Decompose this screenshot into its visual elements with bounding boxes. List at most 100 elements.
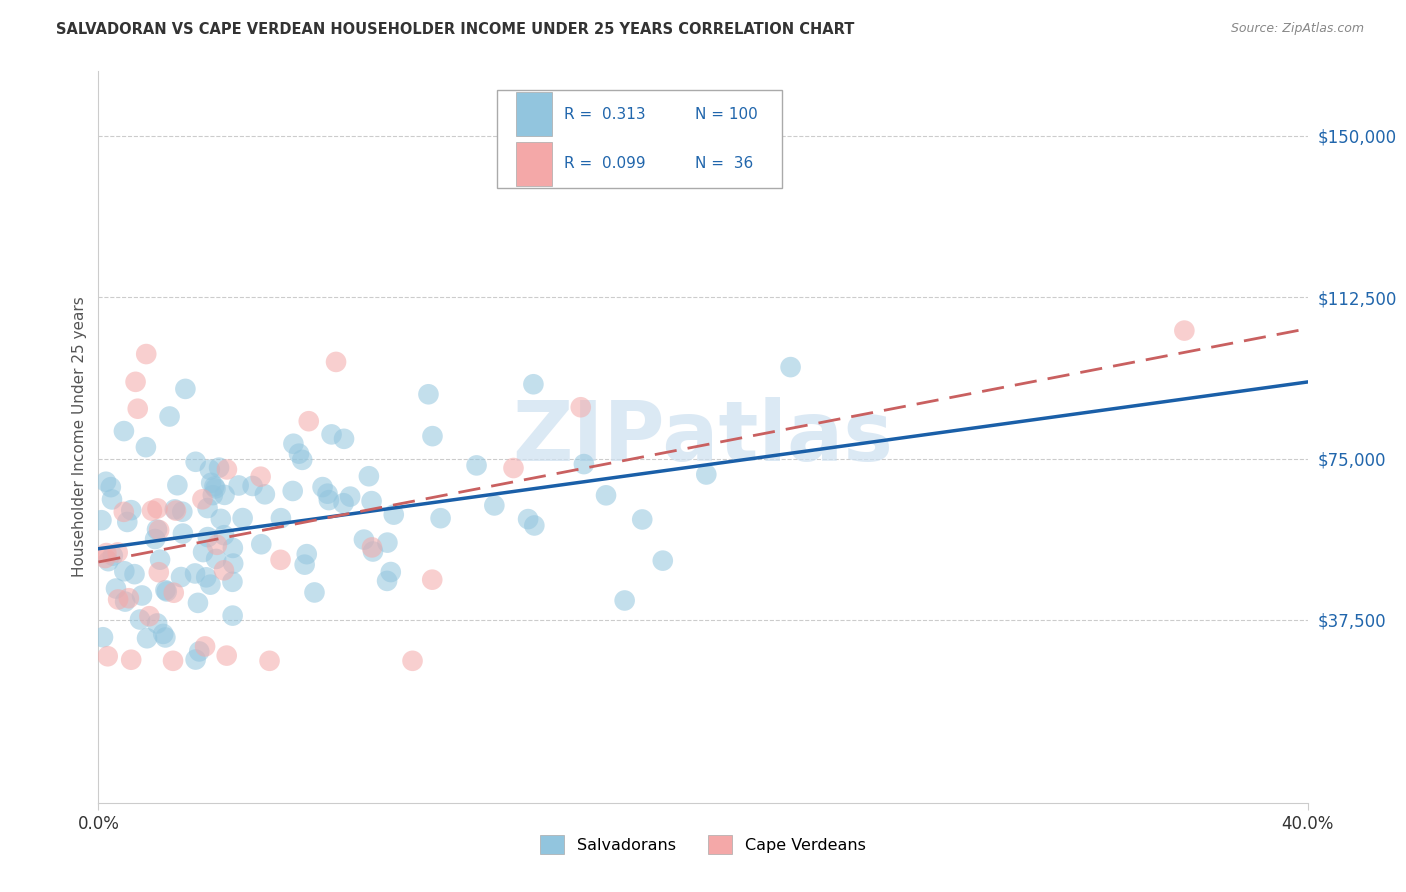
Point xyxy=(332,496,354,510)
Point xyxy=(138,609,160,624)
Point xyxy=(120,503,142,517)
Point xyxy=(422,429,444,443)
Point xyxy=(165,503,187,517)
Point xyxy=(159,409,181,424)
Point xyxy=(170,570,193,584)
Point xyxy=(214,488,236,502)
Point xyxy=(94,475,117,489)
Point xyxy=(166,478,188,492)
Text: SALVADORAN VS CAPE VERDEAN HOUSEHOLDER INCOME UNDER 25 YEARS CORRELATION CHART: SALVADORAN VS CAPE VERDEAN HOUSEHOLDER I… xyxy=(56,22,855,37)
Point xyxy=(212,563,235,577)
Point xyxy=(281,483,304,498)
Point xyxy=(321,427,343,442)
Point xyxy=(377,535,399,549)
Point xyxy=(129,613,152,627)
Point xyxy=(232,511,254,525)
Point xyxy=(162,654,184,668)
Bar xyxy=(516,93,551,136)
Point xyxy=(197,530,219,544)
Point xyxy=(208,460,231,475)
Point xyxy=(107,545,129,559)
Point xyxy=(194,640,217,654)
Point xyxy=(361,544,384,558)
Point xyxy=(298,414,321,428)
Point xyxy=(112,564,135,578)
Point xyxy=(523,518,546,533)
Y-axis label: Householder Income Under 25 years: Householder Income Under 25 years xyxy=(72,297,87,577)
Text: Source: ZipAtlas.com: Source: ZipAtlas.com xyxy=(1230,22,1364,36)
Point xyxy=(311,480,333,494)
Point xyxy=(146,501,169,516)
Point xyxy=(198,463,221,477)
Point xyxy=(215,648,238,663)
Point xyxy=(112,505,135,519)
Point xyxy=(631,512,654,526)
Point xyxy=(222,557,245,571)
Point xyxy=(135,347,157,361)
Point xyxy=(779,360,801,375)
Point xyxy=(205,538,228,552)
Point xyxy=(294,558,316,572)
Point xyxy=(135,440,157,454)
Point xyxy=(613,593,636,607)
Point xyxy=(1173,324,1195,338)
Point xyxy=(152,627,174,641)
Point xyxy=(250,537,273,551)
Point xyxy=(270,553,292,567)
Point xyxy=(502,461,524,475)
Point xyxy=(90,513,112,527)
Point xyxy=(325,355,347,369)
Point xyxy=(136,632,159,646)
Point xyxy=(91,630,114,644)
Point xyxy=(201,488,224,502)
Point xyxy=(222,541,245,555)
Point xyxy=(465,458,488,473)
Point xyxy=(333,432,356,446)
Point xyxy=(188,644,211,658)
Point xyxy=(283,436,305,450)
Point xyxy=(197,501,219,516)
Point xyxy=(291,453,314,467)
Point xyxy=(114,594,136,608)
Point xyxy=(200,577,222,591)
Point xyxy=(569,401,592,415)
Point xyxy=(141,503,163,517)
Point xyxy=(270,511,292,525)
Text: ZIPatlas: ZIPatlas xyxy=(513,397,893,477)
Point xyxy=(117,515,139,529)
Point xyxy=(184,566,207,581)
Point xyxy=(124,375,146,389)
Point xyxy=(100,480,122,494)
Point xyxy=(94,551,117,566)
Point xyxy=(101,492,124,507)
Point xyxy=(221,574,243,589)
Point xyxy=(97,554,120,568)
Point xyxy=(361,541,384,555)
Point xyxy=(97,649,120,664)
Point xyxy=(120,653,142,667)
Point xyxy=(288,447,311,461)
Point xyxy=(418,387,440,401)
Point xyxy=(375,574,398,588)
Point xyxy=(127,401,149,416)
Point xyxy=(420,573,443,587)
Text: N =  36: N = 36 xyxy=(695,156,752,171)
Point xyxy=(101,549,124,563)
Legend: Salvadorans, Cape Verdeans: Salvadorans, Cape Verdeans xyxy=(534,829,872,861)
Text: R =  0.313: R = 0.313 xyxy=(564,107,645,122)
Point xyxy=(124,567,146,582)
Point xyxy=(172,505,194,519)
Point xyxy=(148,523,170,537)
Point xyxy=(163,585,186,599)
Point xyxy=(215,462,238,476)
Point xyxy=(353,533,375,547)
Point xyxy=(572,457,595,471)
Point xyxy=(360,494,382,508)
Bar xyxy=(498,89,782,188)
Point xyxy=(148,565,170,579)
Point xyxy=(651,554,673,568)
Point xyxy=(143,532,166,546)
Point xyxy=(131,589,153,603)
Point xyxy=(429,511,451,525)
Point xyxy=(156,584,179,599)
